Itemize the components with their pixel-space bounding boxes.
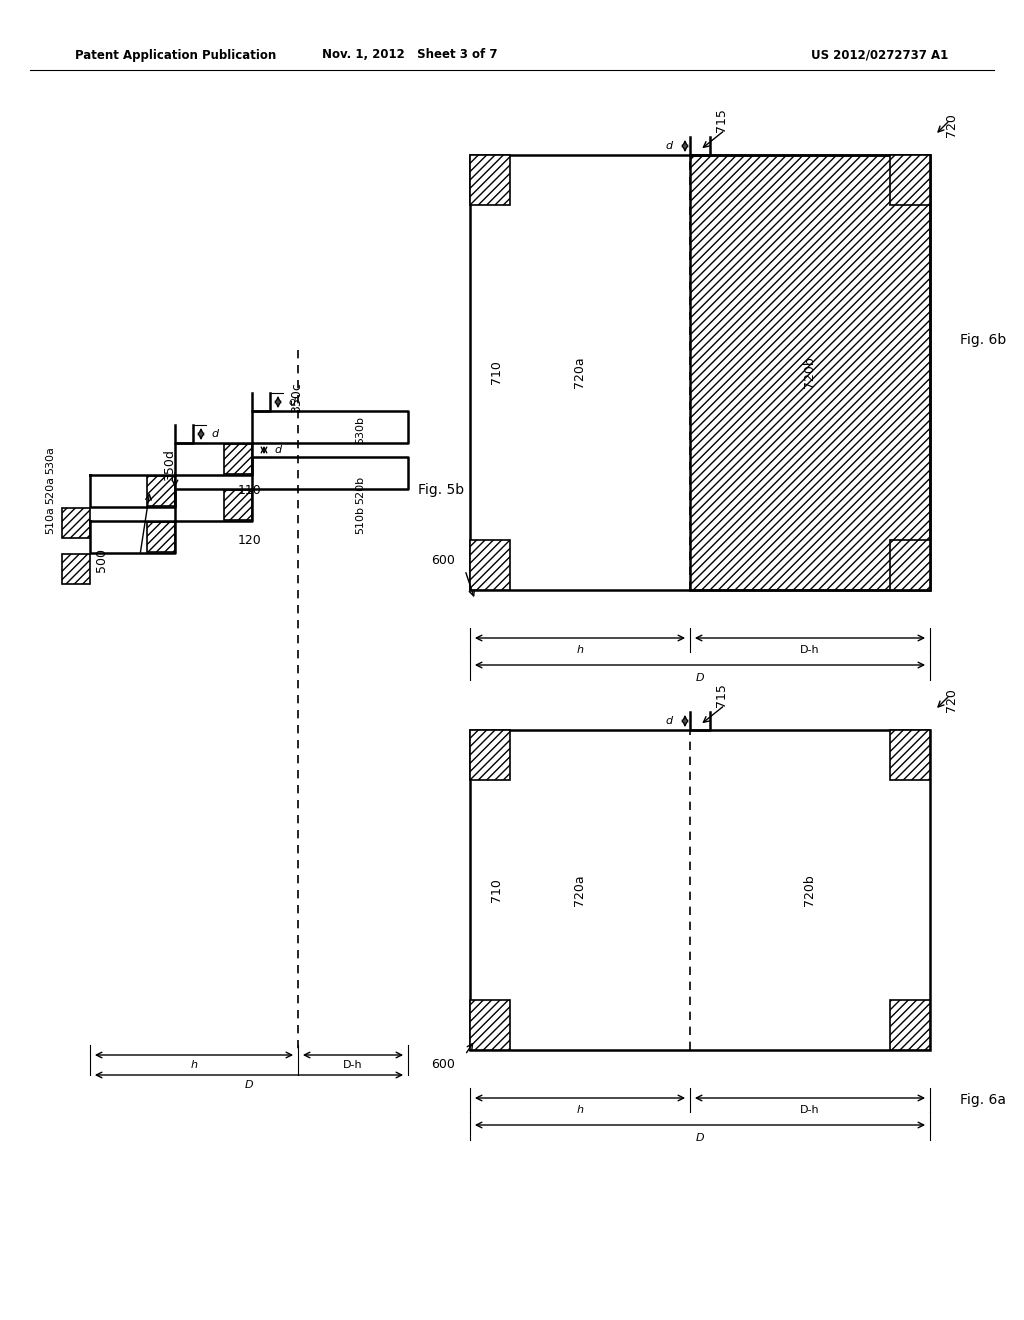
Bar — [62, 508, 90, 539]
Text: 710: 710 — [490, 878, 503, 902]
Text: d: d — [211, 429, 218, 440]
Bar — [470, 154, 510, 205]
Text: 530b: 530b — [355, 416, 365, 444]
Text: 530a: 530a — [45, 446, 55, 474]
Text: d: d — [274, 445, 282, 455]
Bar — [890, 730, 930, 780]
Text: d: d — [666, 715, 673, 726]
Text: Nov. 1, 2012   Sheet 3 of 7: Nov. 1, 2012 Sheet 3 of 7 — [323, 49, 498, 62]
Bar — [890, 154, 930, 205]
Text: 510b: 510b — [355, 506, 365, 535]
Text: 520a: 520a — [45, 477, 55, 504]
Text: h: h — [577, 1105, 584, 1115]
Bar — [470, 730, 510, 780]
Text: 520b: 520b — [355, 477, 365, 504]
Text: 600: 600 — [431, 1059, 455, 1072]
Text: 350c: 350c — [290, 383, 303, 413]
Text: Fig. 6b: Fig. 6b — [961, 333, 1007, 347]
Bar — [470, 1001, 510, 1049]
Text: 720a: 720a — [573, 874, 587, 906]
Bar — [470, 154, 930, 590]
Text: 720: 720 — [945, 688, 958, 711]
Text: Fig. 6a: Fig. 6a — [961, 1093, 1006, 1107]
Text: 120: 120 — [239, 533, 262, 546]
Text: Patent Application Publication: Patent Application Publication — [75, 49, 276, 62]
Text: 600: 600 — [431, 553, 455, 566]
Bar — [690, 154, 930, 590]
Bar — [62, 554, 90, 583]
Text: 510a: 510a — [45, 506, 55, 533]
Text: h: h — [577, 645, 584, 655]
Text: 720b: 720b — [804, 356, 816, 388]
Text: D-h: D-h — [343, 1060, 362, 1071]
Text: D-h: D-h — [800, 1105, 820, 1115]
Text: 715: 715 — [715, 682, 728, 708]
Text: Fig. 5b: Fig. 5b — [418, 483, 464, 498]
Text: 720b: 720b — [804, 874, 816, 906]
Bar — [147, 477, 175, 506]
Text: d: d — [666, 141, 673, 150]
Text: 350d: 350d — [164, 449, 176, 480]
Text: h: h — [190, 1060, 198, 1071]
Text: 710: 710 — [490, 360, 503, 384]
Text: 715: 715 — [715, 108, 728, 132]
Text: D: D — [695, 673, 705, 682]
Bar — [147, 521, 175, 552]
Text: 720a: 720a — [573, 356, 587, 388]
Bar — [224, 444, 252, 474]
Text: D: D — [695, 1133, 705, 1143]
Text: 720: 720 — [945, 114, 958, 137]
Bar — [890, 540, 930, 590]
Text: US 2012/0272737 A1: US 2012/0272737 A1 — [811, 49, 948, 62]
Bar — [690, 154, 930, 590]
Text: D: D — [245, 1080, 253, 1090]
Text: 500: 500 — [95, 548, 108, 572]
Text: D-h: D-h — [800, 645, 820, 655]
Text: 110: 110 — [239, 483, 262, 496]
Bar — [470, 730, 930, 1049]
Bar — [890, 1001, 930, 1049]
Text: d: d — [288, 397, 295, 407]
Bar — [224, 490, 252, 520]
Bar — [470, 540, 510, 590]
